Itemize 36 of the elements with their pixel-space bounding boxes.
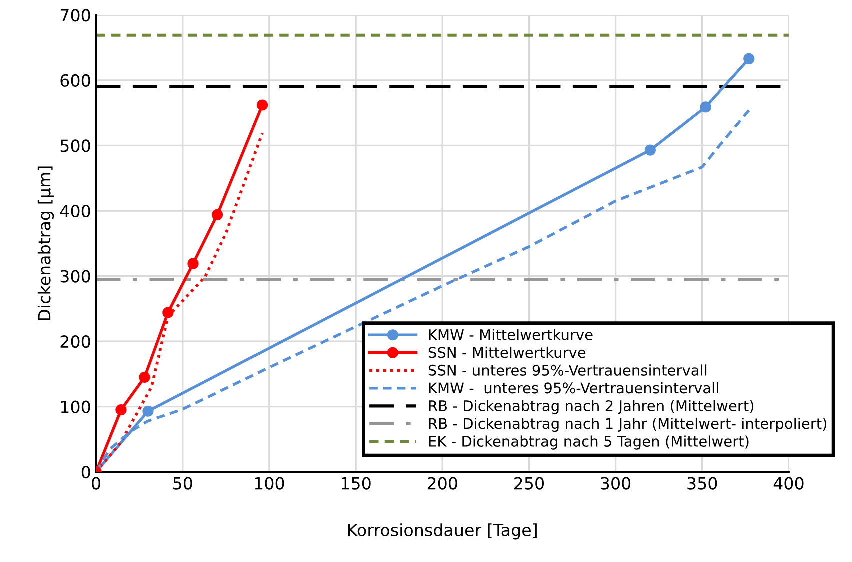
point: [700, 102, 712, 113]
legend-label: RB - Dickenabtrag nach 2 Jahren (Mittelwert): [429, 400, 754, 414]
legend-label: RB - Dickenabtrag nach 1 Jahr (Mittelwert- interpoliert): [429, 418, 827, 432]
x-tick-label: 50: [174, 477, 192, 490]
point: [212, 209, 224, 220]
x-tick-label: 350: [688, 477, 718, 490]
x-tick-label: 150: [342, 477, 371, 490]
legend-label: SSN - Mittelwertkurve: [428, 346, 586, 358]
point: [256, 100, 268, 111]
y-axis-title: Dickenabtrag [µm]: [38, 166, 54, 320]
point: [162, 307, 174, 318]
y-tick-label: 100: [61, 400, 90, 414]
point: [139, 372, 150, 383]
x-tick-label: 400: [774, 477, 804, 490]
y-tick-label: 400: [60, 204, 90, 218]
y-tick-label: 300: [60, 270, 90, 283]
point: [744, 53, 755, 64]
x-tick-label: 200: [428, 477, 458, 490]
y-tick-label: 500: [60, 140, 90, 152]
x-axis-title: Korrosionsdauer [Tage]: [348, 524, 537, 540]
x-tick-label: 100: [255, 477, 284, 490]
legend-label: KMW - unteres 95%-Vertrauensintervall: [429, 382, 718, 394]
legend-label: SSN - unteres 95%-Vertrauensintervall: [428, 364, 707, 376]
point: [644, 144, 656, 156]
point: [188, 258, 199, 270]
y-tick-label: 600: [60, 74, 90, 88]
y-tick-label: 200: [60, 336, 90, 348]
point: [142, 406, 154, 417]
y-tick-label: 700: [60, 9, 90, 22]
x-tick-label: 250: [514, 477, 544, 490]
legend-label: KMW - Mittelwertkurve: [429, 329, 593, 340]
point: [116, 404, 127, 416]
legend-label: EK - Dickenabtrag nach 5 Tagen (Mittelwert): [429, 436, 749, 450]
x-tick-label: 300: [601, 477, 631, 490]
x-tick-label: 0: [92, 477, 100, 490]
y-tick-label: 0: [82, 466, 90, 479]
